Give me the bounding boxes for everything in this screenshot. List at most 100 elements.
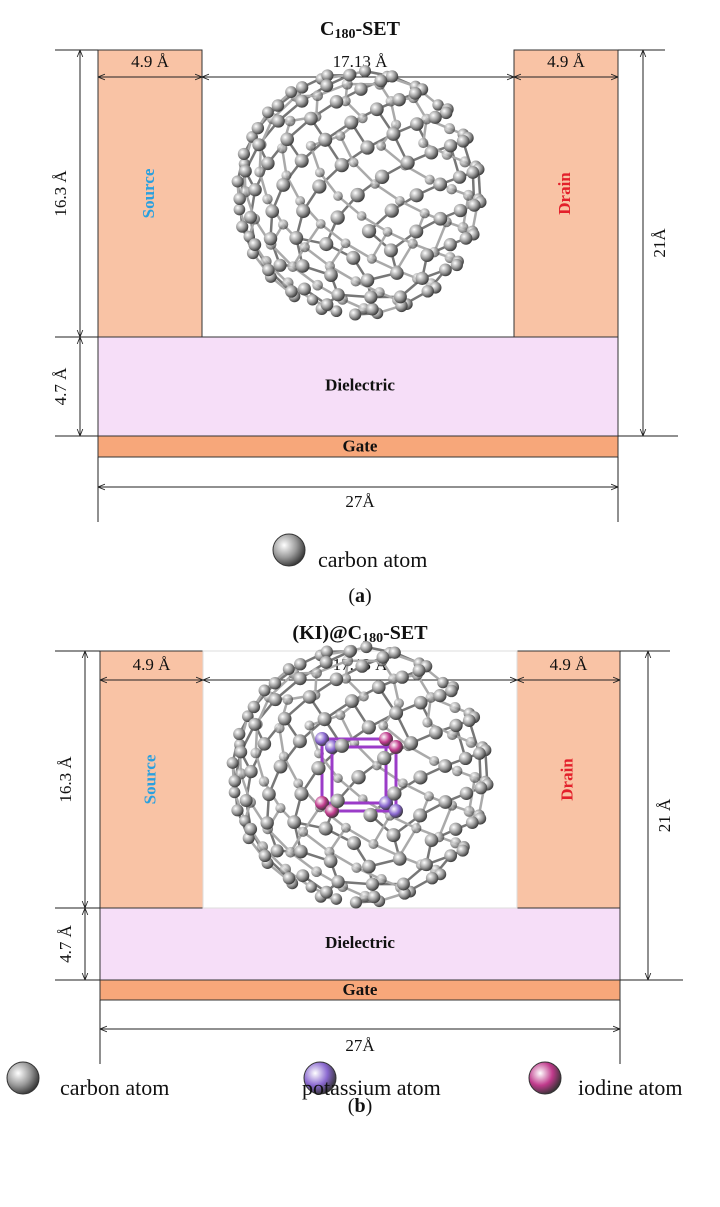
title-part: -SET	[383, 622, 428, 644]
iodine-atom	[389, 740, 403, 754]
carbon-atom	[469, 772, 480, 783]
carbon-atom	[233, 728, 245, 740]
carbon-atom	[244, 211, 257, 224]
carbon-atom	[355, 659, 368, 672]
carbon-atom	[249, 183, 262, 196]
potassium-atom	[389, 804, 403, 818]
carbon-atom	[362, 720, 376, 734]
carbon-atom	[248, 718, 261, 731]
carbon-atom	[453, 170, 466, 183]
carbon-atom	[434, 212, 448, 226]
carbon-atom	[422, 717, 432, 727]
carbon-atom	[262, 787, 276, 801]
panel-title: C180-SET	[320, 18, 401, 43]
carbon-atom	[408, 239, 418, 249]
carbon-atom	[463, 714, 476, 727]
carbon-atom	[294, 845, 308, 859]
carbon-atom	[439, 264, 452, 277]
source-label: Source	[139, 168, 158, 218]
carbon-atom	[475, 782, 488, 795]
dimension-label: 27Å	[345, 1036, 375, 1055]
carbon-atom	[331, 875, 344, 888]
carbon-atom	[413, 664, 426, 677]
carbon-atom	[449, 823, 462, 836]
caption-part: )	[366, 1095, 373, 1117]
dimension-label: 16.3 Å	[51, 170, 70, 217]
carbon-atom	[335, 710, 345, 720]
carbon-atom	[444, 238, 457, 251]
carbon-atom	[262, 106, 274, 118]
carbon-atom	[294, 658, 306, 670]
carbon-atom	[285, 285, 297, 297]
carbon-atom	[252, 122, 264, 134]
carbon-atom	[330, 673, 344, 687]
carbon-atom	[330, 210, 344, 224]
carbon-atom	[311, 866, 322, 877]
carbon-atom	[306, 882, 317, 893]
legend-label: carbon atom	[318, 547, 427, 572]
carbon-atom	[333, 191, 343, 201]
legend-label: carbon atom	[60, 1075, 169, 1100]
legend-label: iodine atom	[578, 1075, 682, 1100]
carbon-atom	[347, 836, 361, 850]
carbon-atom	[319, 237, 333, 251]
carbon-atom	[283, 872, 295, 884]
carbon-atom	[378, 721, 388, 731]
carbon-atom	[295, 95, 308, 108]
carbon-atom	[311, 761, 325, 775]
carbon-atom	[424, 146, 438, 160]
carbon-atom	[445, 685, 458, 698]
carbon-atom	[346, 251, 360, 265]
carbon-atom	[396, 670, 409, 683]
gate-label: Gate	[343, 436, 378, 455]
carbon-atom	[368, 839, 378, 849]
carbon-atom	[444, 139, 457, 152]
caption-part: )	[365, 585, 372, 607]
carbon-atom	[303, 690, 317, 704]
carbon-atom	[269, 693, 282, 706]
carbon-atom	[372, 680, 386, 694]
carbon-atom	[366, 878, 379, 891]
carbon-atom	[409, 225, 423, 239]
carbon-atom	[250, 748, 261, 759]
carbon-atom	[333, 773, 343, 783]
carbon-atom	[370, 102, 384, 116]
carbon-atom	[296, 259, 310, 273]
carbon-atom	[335, 158, 349, 172]
carbon-atom	[466, 737, 477, 748]
carbon-atom	[460, 787, 473, 800]
carbon-atom	[269, 677, 282, 690]
carbon-atom	[368, 891, 381, 904]
dimension-label: 4.7 Å	[56, 924, 75, 963]
carbon-atom	[360, 641, 372, 653]
carbon-atom	[393, 93, 406, 106]
carbon-atom	[321, 298, 334, 311]
title-part: -SET	[355, 18, 400, 40]
carbon-atom	[259, 850, 272, 863]
carbon-atom	[271, 844, 284, 857]
carbon-atom	[341, 238, 351, 248]
carbon-atom	[319, 822, 333, 836]
carbon-atom	[385, 203, 399, 217]
carbon-atom	[244, 823, 257, 836]
carbon-atom	[280, 132, 294, 146]
dimension-label: 4.9 Å	[133, 655, 172, 674]
carbon-atom	[330, 95, 344, 109]
carbon-atom	[404, 736, 418, 750]
carbon-atom	[252, 138, 265, 151]
carbon-atom	[282, 694, 293, 705]
carbon-atom	[283, 663, 295, 675]
carbon-atom	[420, 858, 433, 871]
carbon-atom	[433, 177, 447, 191]
carbon-atom	[473, 747, 486, 760]
carbon-atom	[418, 138, 428, 148]
carbon-atom	[330, 794, 344, 808]
carbon-atom	[229, 775, 241, 787]
carbon-atom	[345, 694, 359, 708]
carbon-atom	[377, 651, 390, 664]
carbon-atom	[459, 156, 470, 167]
carbon-atom	[304, 720, 314, 730]
caption-part: b	[354, 1095, 365, 1117]
carbon-atom	[240, 794, 253, 807]
carbon-atom	[361, 273, 375, 287]
